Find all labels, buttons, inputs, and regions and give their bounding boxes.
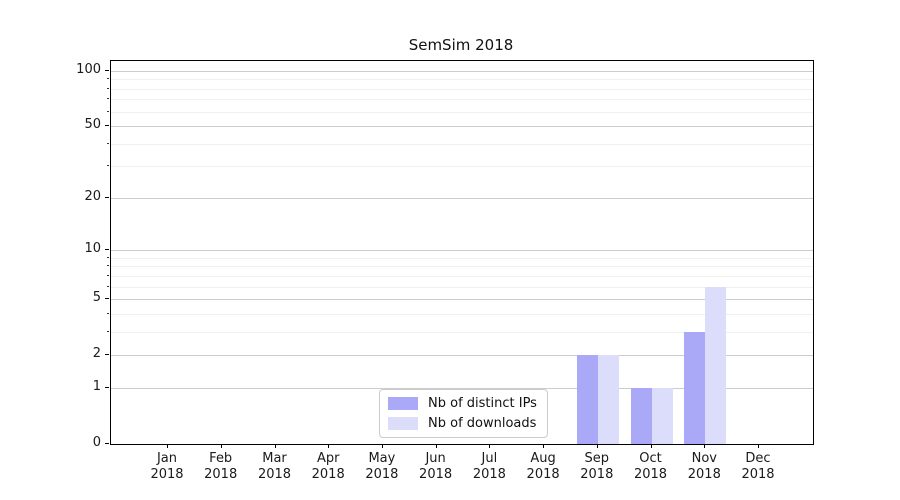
legend-label-distinct-ips: Nb of distinct IPs [428,396,537,411]
chart-title: SemSim 2018 [408,36,514,54]
x-tick-mark [435,444,437,448]
y-tick-mark [105,354,109,356]
minor-gridline [111,313,813,315]
minor-gridline [111,286,813,288]
y-tick-mark [105,196,109,198]
minor-gridline [111,257,813,259]
y-tick-label: 2 [92,346,101,362]
minor-gridline [111,79,813,81]
y-minor-tick-mark [107,78,109,80]
y-tick-label: 1 [92,378,101,394]
y-tick-label: 5 [92,290,101,306]
minor-gridline [111,331,813,333]
major-gridline [111,70,813,72]
x-tick-mark [758,444,759,448]
x-tick-mark [543,444,545,448]
major-gridline [111,197,813,199]
y-tick-mark [105,298,109,300]
y-tick-label: 0 [92,435,101,450]
y-tick-mark [105,249,109,251]
minor-gridline [111,143,813,145]
minor-gridline [111,99,813,101]
y-tick-mark [105,386,109,388]
x-tick-label-mar: Mar 2018 [257,451,292,482]
y-minor-tick-mark [107,312,109,314]
major-gridline [111,126,813,127]
minor-gridline [111,266,813,268]
x-tick-label-dec: Dec 2018 [741,451,775,482]
y-tick-label: 20 [84,188,101,204]
major-gridline [111,355,813,357]
y-tick-mark [105,125,109,126]
y-tick-mark [105,443,109,444]
bar-oct-series0 [630,387,652,444]
x-tick-label-jan: Jan 2018 [150,451,184,482]
major-gridline [111,387,813,389]
x-tick-mark [704,444,706,448]
y-minor-tick-mark [107,274,109,276]
y-minor-tick-mark [107,256,109,258]
legend-swatch-downloads-icon [388,417,418,430]
major-gridline [111,299,813,301]
legend-item-distinct-ips: Nb of distinct IPs [388,396,537,411]
legend-label-downloads: Nb of downloads [428,416,537,431]
y-minor-tick-mark [107,110,109,112]
legend: Nb of distinct IPs Nb of downloads [379,389,548,438]
x-tick-label-apr: Apr 2018 [311,451,345,482]
minor-gridline [111,166,813,168]
legend-swatch-distinct-ips-icon [388,397,418,410]
plot-area: Nb of distinct IPs Nb of downloads [110,60,814,445]
y-tick-label: 50 [84,117,101,132]
minor-gridline [111,111,813,113]
x-tick-label-sep: Sep 2018 [580,451,614,482]
y-minor-tick-mark [107,330,109,332]
x-tick-label-oct: Oct 2018 [633,451,668,482]
y-tick-label: 10 [84,241,101,257]
y-minor-tick-mark [107,98,109,100]
bar-nov-series1 [705,286,727,444]
bar-sep-series1 [597,355,619,444]
x-tick-mark [167,444,168,448]
y-minor-tick-mark [107,87,109,89]
bar-nov-series0 [684,331,706,444]
y-tick-label: 100 [76,61,101,77]
y-minor-tick-mark [107,285,109,287]
x-tick-mark [489,444,491,448]
y-tick-mark [105,69,109,71]
major-gridline [111,250,813,252]
x-tick-label-nov: Nov 2018 [687,451,721,482]
x-tick-mark [650,444,652,448]
x-tick-mark [220,444,222,448]
x-tick-mark [596,444,598,448]
y-minor-tick-mark [107,165,109,167]
x-tick-label-jun: Jun 2018 [419,451,453,482]
legend-item-downloads: Nb of downloads [388,416,537,431]
x-tick-label-may: May 2018 [365,451,399,482]
x-tick-label-aug: Aug 2018 [526,451,560,482]
y-minor-tick-mark [107,265,109,267]
minor-gridline [111,88,813,90]
x-tick-label-jul: Jul 2018 [472,451,506,482]
x-tick-label-feb: Feb 2018 [204,451,238,482]
x-tick-mark [328,444,330,448]
x-tick-mark [381,444,383,448]
bar-oct-series1 [651,387,673,444]
bar-sep-series0 [576,355,598,444]
y-minor-tick-mark [107,142,109,144]
x-tick-mark [274,444,276,448]
minor-gridline [111,275,813,277]
